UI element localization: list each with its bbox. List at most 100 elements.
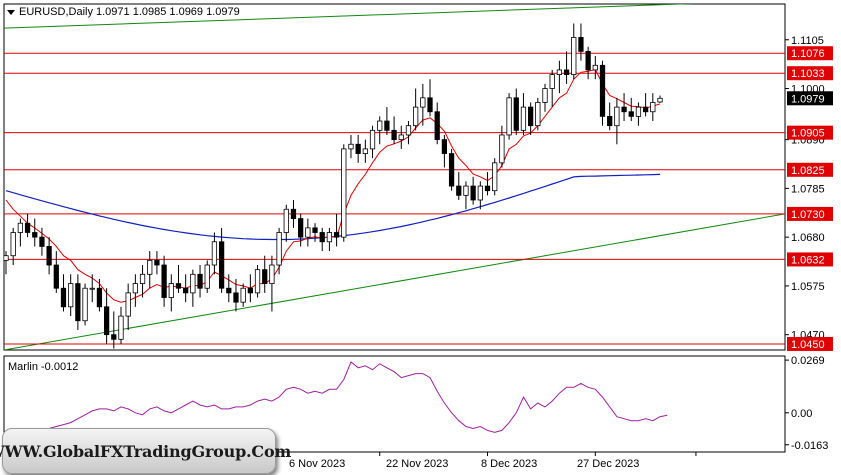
candle (103, 288, 110, 344)
date-tick-label: 8 Dec 2023 (481, 458, 537, 470)
candle (24, 213, 31, 238)
candle (111, 311, 117, 349)
candle (642, 93, 649, 117)
candle-body-bull (168, 283, 174, 298)
candle-body-bull (556, 69, 563, 75)
current-price-box (787, 91, 833, 106)
date-tick-label: 22 Nov 2023 (386, 458, 448, 470)
candle-body-bull (125, 292, 131, 317)
candle (456, 172, 462, 200)
candle (168, 274, 174, 312)
candle (254, 265, 261, 298)
candle-body-bull (492, 162, 498, 192)
candle-body-bull (204, 264, 210, 289)
level-label: 1.0632 (791, 254, 825, 266)
candle (283, 204, 289, 242)
candle (384, 107, 390, 135)
candle (333, 213, 340, 247)
candle (578, 23, 584, 61)
candle (571, 23, 577, 80)
candle-body-bear (32, 232, 38, 238)
candle-body-bear (448, 153, 455, 187)
candle (269, 255, 275, 312)
candle-body-bull (398, 134, 404, 141)
collapse-triangle-icon[interactable] (7, 10, 15, 15)
candle-body-bull (305, 227, 311, 238)
candle-body-bear (154, 259, 160, 266)
candle (377, 116, 383, 145)
candle-body-bull (254, 269, 261, 294)
candle (132, 274, 138, 307)
level-label-box (787, 336, 833, 351)
candle-body-bear (262, 269, 268, 284)
level-label: 1.0450 (791, 339, 825, 351)
marlin-tick-label: 0.0269 (791, 355, 825, 367)
candle-body-bull (506, 97, 512, 136)
candle-body-bear (599, 64, 606, 117)
candle (477, 181, 483, 210)
marlin-tick-label: -0.0163 (791, 440, 828, 452)
candle-body-bull (190, 273, 196, 294)
candle-body-bull (477, 185, 483, 201)
candle-body-bull (326, 232, 333, 243)
candle-body-bull (211, 241, 218, 266)
candle-body-bear (384, 120, 390, 131)
level-label-box (787, 66, 833, 81)
candle (441, 134, 448, 168)
candle-body-bear (528, 106, 534, 127)
ohlc-readout: 1.0971 1.0985 1.0969 1.0979 (96, 6, 240, 18)
candle (614, 97, 620, 145)
candle (190, 269, 196, 307)
candle-body-bear (333, 232, 340, 238)
candle (434, 102, 440, 145)
candle (592, 56, 598, 80)
candle (161, 255, 167, 307)
candle-body-bear (355, 143, 361, 154)
candle (290, 199, 297, 228)
candle (355, 134, 361, 163)
candle-body-bear (484, 185, 491, 192)
candle-body-bear (585, 50, 591, 71)
candle-body-bear (513, 97, 519, 131)
candle-body-bull (535, 102, 541, 127)
candle-body-bear (46, 246, 52, 266)
candle (484, 172, 491, 196)
candle-body-bear (621, 106, 627, 113)
candle-body-bear (319, 232, 325, 243)
candle-body-bull (571, 37, 577, 75)
candle (139, 265, 146, 298)
candle-body-bear (391, 129, 397, 141)
candle (362, 139, 368, 163)
candle-body-bear (312, 227, 318, 233)
marlin-title: Marlin -0.0012 (8, 361, 78, 373)
candle-body-bear (197, 273, 203, 289)
candle-body-bear (456, 185, 462, 196)
date-tick-label: 27 Dec 2023 (577, 458, 639, 470)
candle (204, 260, 210, 293)
candle (147, 251, 153, 289)
level-label: 1.1033 (791, 68, 825, 80)
candle-body-bull (341, 148, 347, 238)
candle-body-bull (147, 259, 153, 275)
candle (427, 79, 433, 117)
candle (413, 88, 419, 131)
candle (89, 274, 95, 303)
candle-body-bull (549, 74, 555, 89)
candle-body-bull (650, 102, 656, 113)
candle-body-bull (240, 287, 246, 303)
candle-body-bear (607, 115, 613, 127)
candle-body-bear (441, 139, 448, 154)
candle-body-bull (283, 208, 289, 233)
current-price-label: 1.0979 (791, 93, 825, 105)
watermark-badge: WWW.GlobalFXTradingGroup.Com (0, 428, 291, 474)
candle (233, 278, 239, 312)
candle (175, 265, 182, 293)
candle-body-bear (96, 287, 103, 308)
candle (10, 227, 16, 266)
candle-body-bull (82, 287, 88, 322)
candle-body-bull (139, 273, 146, 284)
candle (262, 255, 268, 293)
watermark-text: WWW.GlobalFXTradingGroup.Com (0, 441, 292, 461)
candle-body-bear (470, 185, 476, 201)
marlin-tick-label: 0.00 (791, 408, 812, 420)
